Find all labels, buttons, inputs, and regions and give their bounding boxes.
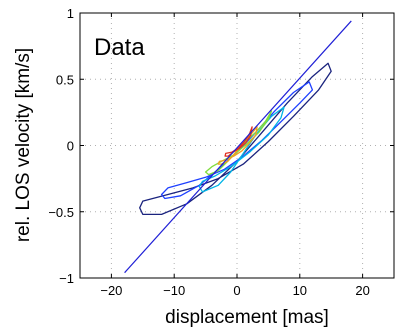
y-tick-label: 1 <box>67 6 74 21</box>
x-axis-label: displacement [mas] <box>165 307 329 328</box>
y-tick-label: −1 <box>59 271 74 286</box>
x-tick-label: −10 <box>163 283 185 298</box>
y-tick-label: −0.5 <box>48 205 74 220</box>
x-tick-label: −20 <box>100 283 122 298</box>
x-tick-label: 20 <box>355 283 369 298</box>
y-axis-label: rel. LOS velocity [km/s] <box>13 48 34 242</box>
contour-level-1 <box>139 62 332 216</box>
contour-level-5 <box>217 126 258 165</box>
x-tick-label: 0 <box>233 283 240 298</box>
ticks: −20 −10 0 10 20 −1 −0.5 0 0.5 1 <box>48 6 394 298</box>
panel-annotation: Data <box>94 34 145 61</box>
grid <box>80 13 394 278</box>
x-tick-label: 10 <box>293 283 307 298</box>
contour-level-6 <box>224 126 253 157</box>
contour-level-2 <box>160 81 314 200</box>
fit-line <box>124 20 352 274</box>
y-tick-label: 0 <box>67 139 74 154</box>
contour-level-3 <box>198 106 285 193</box>
contours <box>139 62 332 216</box>
y-tick-label: 0.5 <box>56 72 74 87</box>
